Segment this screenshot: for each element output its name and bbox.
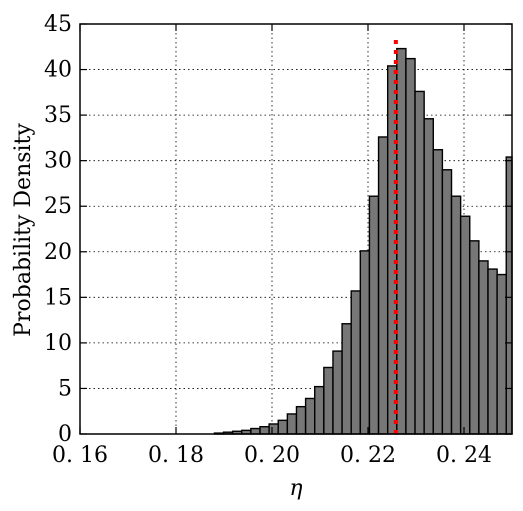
y-tick-label: 25 — [44, 194, 72, 219]
histogram-bar — [396, 47, 407, 435]
plot-frame — [79, 23, 513, 435]
x-tick-label: 0. 20 — [244, 443, 300, 468]
histogram-bar — [414, 90, 425, 435]
y-tick-label: 15 — [44, 285, 72, 310]
histogram-bar — [368, 195, 380, 435]
y-tick-label: 0 — [58, 422, 72, 447]
histogram-bar — [332, 350, 343, 435]
x-tick-labels: 0. 16 0. 18 0. 20 0. 22 0. 24 — [52, 443, 492, 468]
x-tick-label: 0. 24 — [436, 443, 492, 468]
y-tick-label: 45 — [44, 12, 72, 37]
histogram-bar — [277, 419, 289, 435]
histogram-bar — [304, 397, 316, 435]
histogram-bar — [505, 156, 513, 435]
histogram-bars — [213, 47, 513, 435]
axis-ticks — [79, 23, 512, 435]
y-tick-label: 20 — [44, 240, 72, 265]
histogram-bar — [350, 290, 362, 435]
histogram-bar — [487, 268, 498, 435]
x-tick-label: 0. 22 — [340, 443, 396, 468]
histogram-bar — [478, 260, 489, 435]
histogram-bar — [250, 427, 261, 435]
x-tick-label: 0. 18 — [148, 443, 204, 468]
y-tick-label: 35 — [44, 103, 72, 128]
histogram-bar — [377, 136, 389, 435]
histogram-bar — [268, 423, 279, 435]
histogram-bar — [405, 57, 416, 435]
histogram-bar — [295, 405, 307, 435]
histogram-bar — [259, 426, 270, 435]
histogram-bar — [450, 195, 462, 435]
histogram-bar — [323, 366, 334, 435]
histogram-bar — [359, 250, 371, 435]
histogram-bar — [314, 385, 325, 435]
histogram-bar — [341, 323, 352, 435]
histogram-bar — [469, 240, 480, 435]
histogram-bar — [423, 118, 434, 435]
histogram-bar — [496, 273, 507, 435]
y-tick-labels: 0 5 10 15 20 25 30 35 40 45 — [44, 12, 72, 447]
y-tick-label: 30 — [44, 149, 72, 174]
histogram-bar — [459, 215, 471, 435]
histogram-bar — [286, 413, 298, 435]
y-tick-label: 10 — [44, 331, 72, 356]
x-tick-label: 0. 16 — [52, 443, 108, 468]
x-axis-label: η — [289, 476, 302, 501]
y-tick-label: 40 — [44, 58, 72, 83]
y-axis-label: Probability Density — [11, 123, 36, 337]
histogram-bar — [441, 169, 453, 435]
histogram-bar — [432, 149, 444, 435]
y-tick-label: 5 — [58, 376, 72, 401]
